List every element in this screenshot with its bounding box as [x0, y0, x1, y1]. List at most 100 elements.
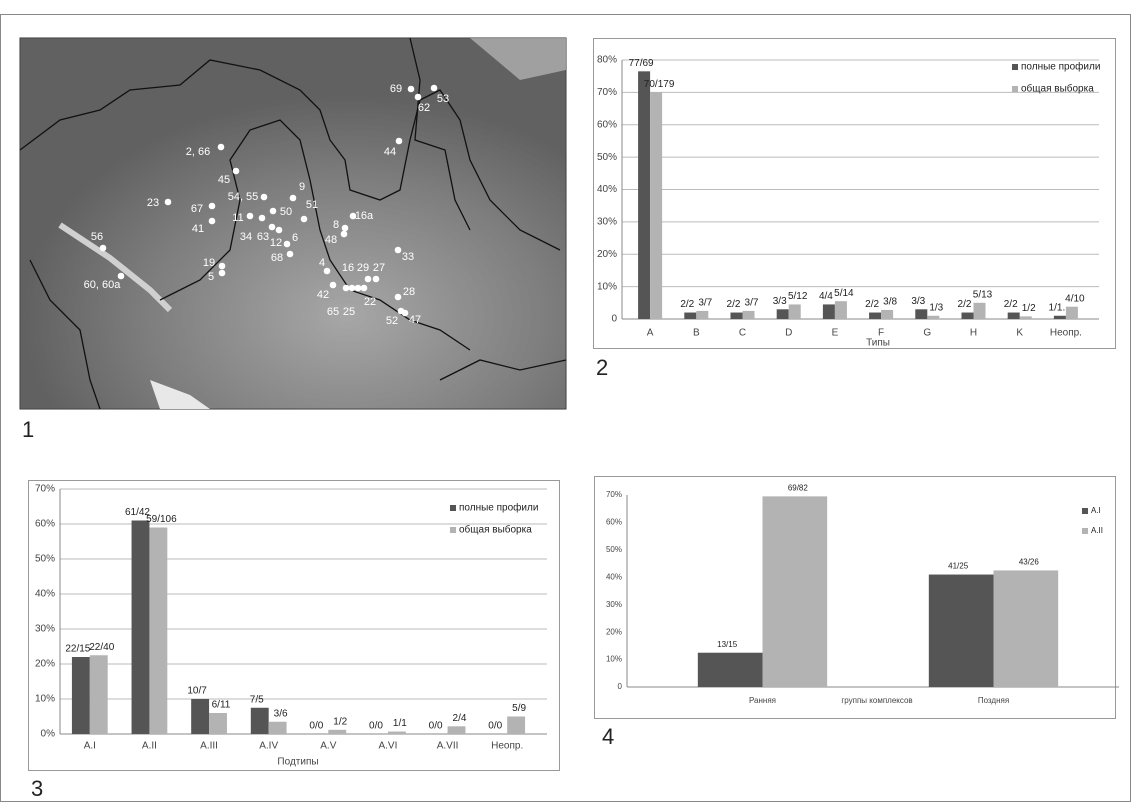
bar	[961, 312, 974, 319]
site-marker	[99, 244, 107, 252]
bar	[1053, 315, 1066, 319]
site-label: 41	[192, 223, 204, 235]
bar	[684, 312, 697, 319]
map	[19, 37, 567, 410]
x-tick-label: A.VII	[437, 741, 459, 752]
data-label: 0/0	[488, 721, 502, 732]
site-label: 22	[364, 296, 376, 308]
y-tick-label: 20%	[606, 627, 622, 636]
x-tick-label: D	[785, 328, 792, 339]
border	[19, 59, 561, 251]
legend-swatch	[450, 527, 456, 533]
site-label: 48	[325, 234, 337, 246]
x-tick-label: Неопр.	[1050, 328, 1082, 339]
bar	[928, 574, 994, 687]
data-label: 61/42	[125, 507, 150, 518]
site-marker	[341, 224, 349, 232]
site-label: 60, 60a	[84, 279, 122, 291]
site-marker	[246, 212, 254, 220]
bar	[697, 652, 763, 687]
x-tick-label: A.II	[142, 741, 157, 752]
site-marker	[329, 281, 337, 289]
bar	[149, 527, 168, 734]
data-label: 2/2	[680, 299, 694, 310]
site-label: 16a	[355, 210, 374, 222]
x-tick-label: A.III	[200, 741, 218, 752]
bar	[328, 729, 347, 734]
site-marker	[349, 212, 357, 220]
y-tick-label: 70%	[35, 484, 55, 495]
bar	[191, 699, 210, 734]
x-tick-label: E	[832, 328, 839, 339]
site-marker	[268, 223, 276, 231]
site-marker	[164, 198, 172, 206]
bar	[387, 731, 406, 734]
bar	[447, 726, 466, 734]
site-label: 52	[386, 315, 398, 327]
panel-label: 1	[22, 417, 34, 442]
site-marker	[340, 230, 348, 238]
site-marker	[430, 84, 438, 92]
panel-label: 4	[602, 724, 614, 749]
legend-label: A.II	[1091, 526, 1103, 535]
bar	[1007, 312, 1020, 319]
border	[159, 119, 471, 351]
data-label: 0/0	[369, 721, 383, 732]
site-label: 8	[333, 219, 339, 231]
chart-frame	[593, 38, 1116, 349]
site-marker	[360, 284, 368, 292]
bar	[834, 301, 847, 319]
data-label: 3/7	[698, 298, 712, 309]
y-tick-label: 30%	[35, 624, 55, 635]
site-label: 29	[357, 262, 369, 274]
x-tick-label: Поздняя	[978, 696, 1009, 705]
site-label: 12	[270, 237, 282, 249]
site-label: 33	[402, 251, 414, 263]
bar	[822, 304, 835, 319]
x-tick-label: K	[1016, 328, 1023, 339]
x-axis-label: Типы	[866, 338, 890, 349]
y-tick-label: 70%	[597, 87, 617, 98]
site-label: 62	[418, 102, 430, 114]
x-tick-label: A.I	[84, 741, 96, 752]
data-label: 2/4	[453, 713, 467, 724]
site-marker	[258, 214, 266, 222]
x-tick-label: A.V	[320, 741, 336, 752]
data-label: 1/1	[393, 718, 407, 729]
data-label: 3/6	[274, 708, 288, 719]
bar	[927, 315, 940, 319]
x-tick-label: Неопр.	[491, 741, 523, 752]
legend-label: полные профили	[1021, 61, 1100, 73]
site-marker	[289, 194, 297, 202]
y-tick-label: 20%	[597, 249, 617, 260]
site-marker	[372, 275, 380, 283]
y-tick-label: 60%	[35, 519, 55, 530]
site-marker	[286, 250, 294, 258]
site-label: 67	[191, 203, 203, 215]
site-marker	[414, 93, 422, 101]
data-label: 0/0	[429, 721, 443, 732]
x-tick-label: G	[923, 328, 931, 339]
site-marker	[218, 262, 226, 270]
bar	[1065, 306, 1078, 319]
site-marker	[348, 284, 356, 292]
site-label: 53	[437, 93, 449, 105]
x-tick-label: C	[739, 328, 746, 339]
data-label: 4/4	[819, 291, 833, 302]
data-label: 3/3	[773, 296, 787, 307]
y-tick-label: 40%	[606, 572, 622, 581]
site-label: 9	[299, 181, 305, 193]
bar	[881, 309, 894, 319]
data-label: 1/3	[929, 302, 943, 313]
x-axis-label: группы комплексов	[841, 696, 912, 705]
data-label: 2/2	[727, 299, 741, 310]
x-tick-label: Ранняя	[749, 696, 776, 705]
data-label: 0/0	[309, 721, 323, 732]
data-label: 1/2	[1022, 303, 1036, 314]
site-marker	[232, 167, 240, 175]
site-marker	[275, 226, 283, 234]
panel-label: 2	[596, 355, 608, 380]
y-tick-label: 20%	[35, 659, 55, 670]
data-label: 3/7	[745, 298, 759, 309]
legend-label: полные профили	[459, 502, 538, 514]
